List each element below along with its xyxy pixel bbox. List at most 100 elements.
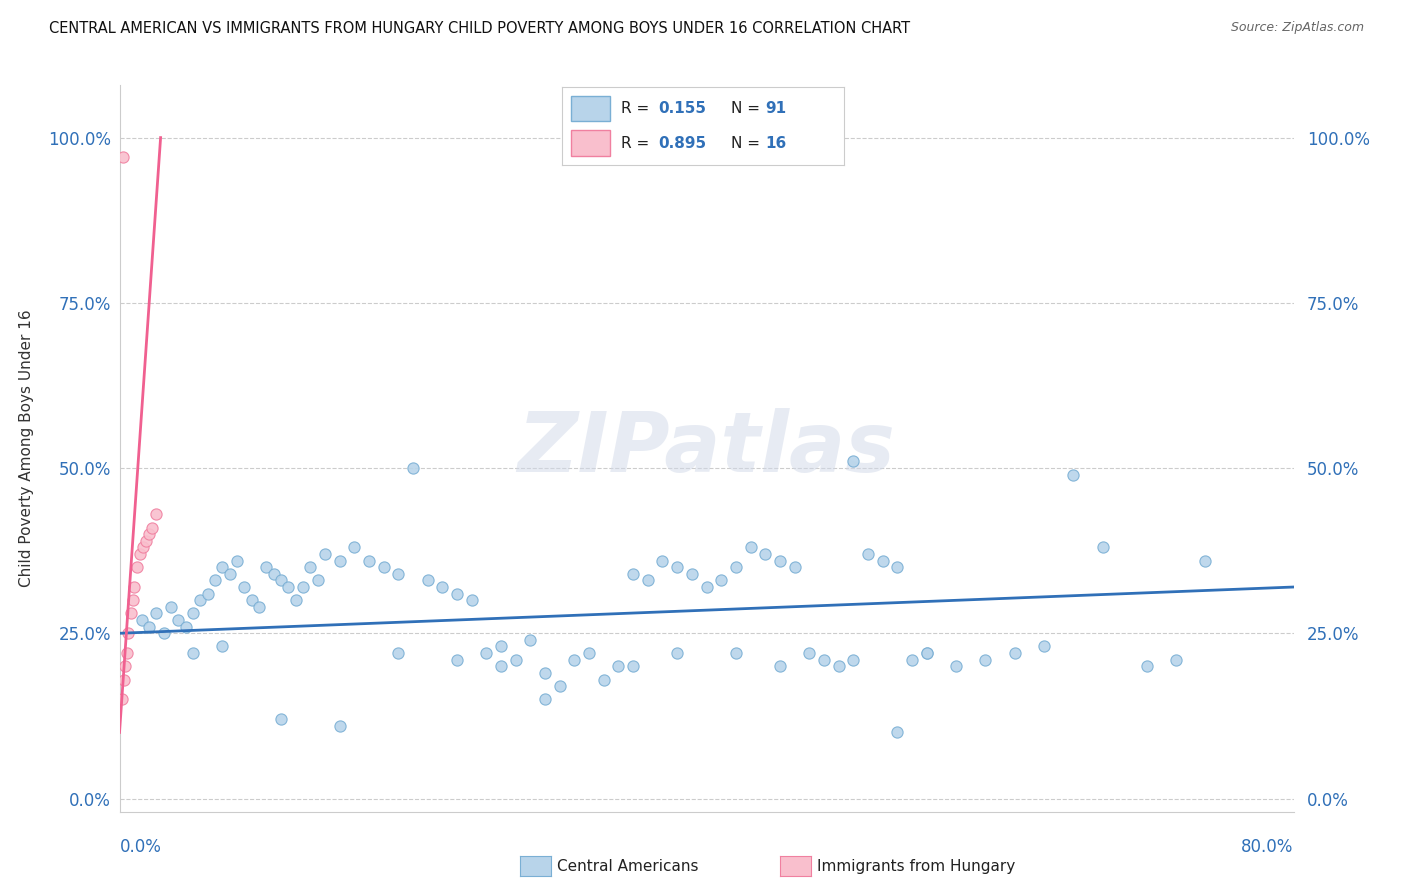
Point [886,560,908,574]
Point [120,607,142,621]
Point [446,653,468,667]
Point [696,580,718,594]
Point [115,646,138,660]
Point [769,553,792,567]
Point [666,646,689,660]
Point [291,580,314,594]
Text: 80.0%: 80.0% [1241,838,1294,856]
Point [534,692,557,706]
Point [710,574,733,588]
Point [329,719,352,733]
Point [592,673,614,687]
Point [218,566,240,581]
Point [112,151,135,165]
Point [621,659,644,673]
Text: ZIPatlas: ZIPatlas [517,408,896,489]
Point [1091,541,1114,555]
FancyBboxPatch shape [571,96,610,121]
Text: R =: R = [621,136,655,151]
Point [240,593,263,607]
Point [343,541,366,555]
Point [141,520,163,534]
Point [724,560,747,574]
Point [270,574,292,588]
Point [769,659,792,673]
Point [277,580,299,594]
Point [181,607,204,621]
Point [122,580,145,594]
Point [548,679,571,693]
Point [263,566,285,581]
Point [578,646,600,660]
Point [138,527,160,541]
Point [112,673,135,687]
Point [974,653,997,667]
Text: N =: N = [731,101,765,116]
Point [307,574,329,588]
Point [145,607,167,621]
Text: 16: 16 [765,136,786,151]
Point [724,646,747,660]
Point [799,646,821,660]
Y-axis label: Child Poverty Among Boys Under 16: Child Poverty Among Boys Under 16 [20,310,34,587]
Point [387,566,409,581]
Point [314,547,336,561]
Point [117,626,139,640]
Point [1194,553,1216,567]
Text: Source: ZipAtlas.com: Source: ZipAtlas.com [1230,21,1364,34]
Point [813,653,835,667]
Text: CENTRAL AMERICAN VS IMMIGRANTS FROM HUNGARY CHILD POVERTY AMONG BOYS UNDER 16 CO: CENTRAL AMERICAN VS IMMIGRANTS FROM HUNG… [49,21,910,36]
Point [783,560,806,574]
Point [607,659,630,673]
Point [519,632,541,647]
Point [373,560,395,574]
Point [666,560,689,574]
Point [945,659,967,673]
Point [138,620,160,634]
Point [1004,646,1026,660]
Text: R =: R = [621,101,655,116]
Point [1166,653,1188,667]
Point [181,646,204,660]
Point [489,640,512,654]
Point [1062,467,1084,482]
Point [160,599,183,614]
Point [111,692,134,706]
Point [299,560,322,574]
Point [564,653,586,667]
Point [681,566,703,581]
Point [131,613,153,627]
Point [254,560,277,574]
Point [842,653,865,667]
Point [475,646,498,660]
Point [461,593,484,607]
Point [204,574,226,588]
Point [247,599,270,614]
Point [357,553,380,567]
Point [211,560,233,574]
Point [270,712,292,726]
Point [754,547,776,561]
Point [174,620,197,634]
Point [621,566,644,581]
Point [637,574,659,588]
Point [534,665,557,680]
FancyBboxPatch shape [571,130,610,155]
Point [225,553,249,567]
Point [489,659,512,673]
Text: 0.0%: 0.0% [120,838,162,856]
Point [284,593,307,607]
Point [446,587,468,601]
Point [432,580,454,594]
Point [886,725,908,739]
Point [211,640,233,654]
Point [402,461,425,475]
Point [127,560,149,574]
Point [901,653,924,667]
Point [505,653,527,667]
Text: Immigrants from Hungary: Immigrants from Hungary [817,859,1015,873]
Point [152,626,174,640]
Point [856,547,879,561]
Text: Central Americans: Central Americans [557,859,699,873]
Text: 91: 91 [765,101,786,116]
